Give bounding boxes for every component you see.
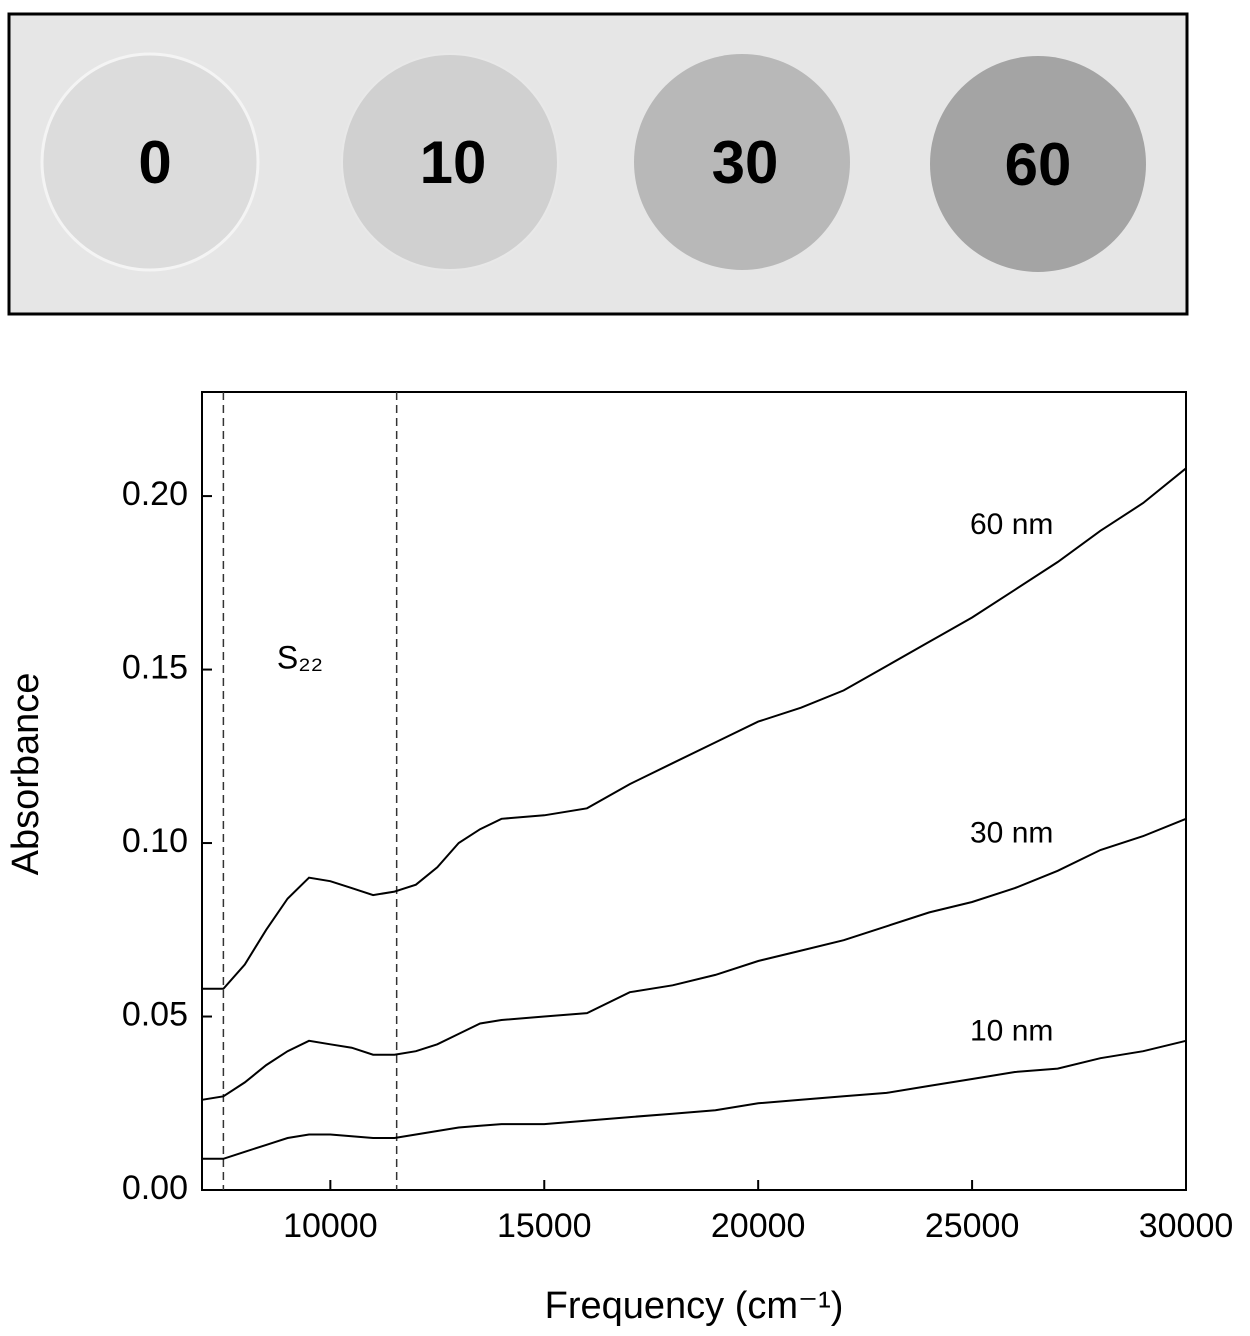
disk-label: 60 [1005, 131, 1072, 198]
photo-panel: 0 10 30 60 [7, 12, 1189, 316]
disk-label: 30 [712, 129, 779, 196]
x-tick-label: 10000 [283, 1207, 378, 1245]
x-tick-label: 30000 [1139, 1207, 1234, 1245]
sample-disk [930, 56, 1146, 272]
x-tick-label: 20000 [711, 1207, 806, 1245]
disk-label: 0 [138, 129, 171, 196]
annotation: S₂₂ [277, 639, 323, 675]
y-tick-label: 0.15 [122, 649, 188, 687]
series-label: 60 nm [970, 508, 1053, 541]
series-line [202, 467, 1187, 990]
disk-label: 10 [420, 129, 487, 196]
series-label: 10 nm [970, 1014, 1053, 1047]
y-tick-label: 0.05 [122, 996, 188, 1034]
x-axis-label: Frequency (cm⁻¹) [545, 1285, 844, 1327]
sample-disk [40, 52, 260, 272]
series-line [201, 817, 1187, 1101]
y-tick-label: 0.10 [122, 822, 188, 860]
y-axis-label: Absorbance [5, 673, 47, 876]
x-tick-label: 25000 [925, 1207, 1020, 1245]
sample-disk [634, 54, 850, 270]
y-tick-label: 0.00 [122, 1169, 188, 1207]
plot-frame [201, 391, 1187, 1191]
sample-disk [341, 53, 559, 271]
x-tick-label: 15000 [497, 1207, 592, 1245]
y-tick-label: 0.20 [122, 475, 188, 513]
series-label: 30 nm [970, 817, 1053, 850]
series-line [202, 1039, 1187, 1160]
